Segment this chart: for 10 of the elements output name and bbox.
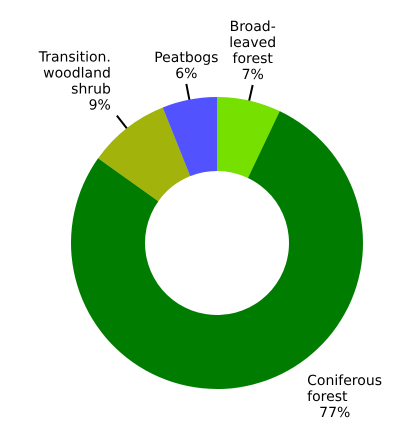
slice-label: Coniferous forest [307,372,382,405]
donut-slice [217,97,280,178]
slice-label: Transition. woodland shrub [38,50,111,98]
slice-label: Peatbogs [154,50,218,66]
data-label: 6% [175,66,198,82]
data-label: 7% [242,66,264,83]
data-label: 77% [319,404,350,421]
slice-label: Broad-leaved forest [229,18,276,67]
data-label: 9% [88,98,111,114]
donut-slice [162,97,217,176]
